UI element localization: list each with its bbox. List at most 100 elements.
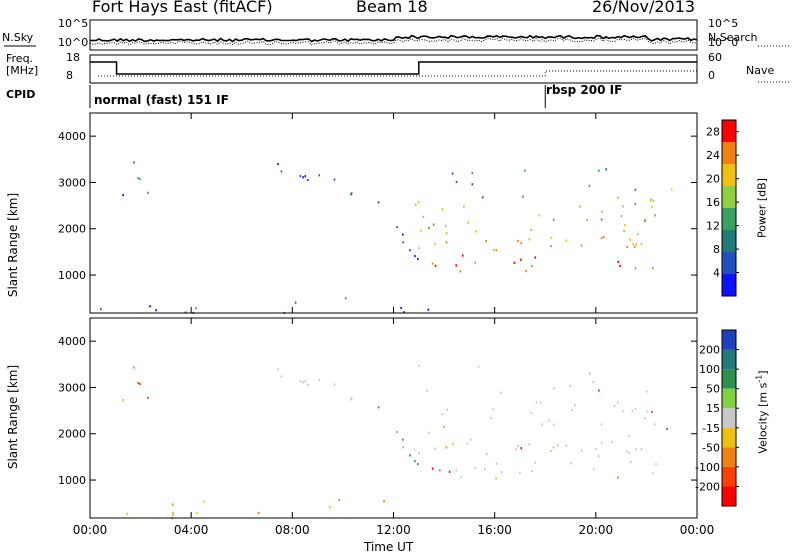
velocity-pixel (466, 442, 469, 445)
power-ytick-label: 4000 (58, 130, 86, 143)
velocity-colorbar-cell (722, 388, 736, 409)
power-pixel (603, 236, 605, 239)
power-colorbar-cell (722, 274, 736, 296)
velocity-pixel (617, 401, 619, 404)
power-pixel (481, 196, 484, 199)
velocity-pixel (318, 379, 320, 382)
velocity-pixel (490, 417, 492, 420)
velocity-pixel (396, 430, 398, 434)
power-pixel (377, 201, 380, 204)
nave-line (98, 70, 697, 77)
power-colorbar-tick-label: 20 (706, 173, 720, 186)
power-pixel (471, 171, 474, 175)
power-pixel (403, 311, 405, 314)
power-pixel (629, 238, 631, 241)
power-pixel (474, 261, 477, 264)
power-pixel (432, 223, 435, 226)
velocity-pixel (589, 372, 591, 375)
power-pixel (400, 306, 402, 310)
velocity-colorbar-cell (722, 408, 736, 428)
velocity-colorbar-cell (722, 486, 736, 506)
power-colorbar-tick-label: 12 (706, 220, 720, 233)
velocity-frame (89, 317, 698, 519)
power-pixel (552, 218, 555, 221)
time-tick-label: 00:00 (680, 523, 715, 537)
velocity-pixel (535, 401, 538, 404)
velocity-pixel (172, 512, 174, 515)
power-pixel (409, 249, 411, 252)
velocity-pixel (580, 449, 583, 452)
power-pixel (277, 163, 279, 166)
velocity-ytick-label: 1000 (58, 474, 86, 487)
time-tick-label: 08:00 (275, 523, 310, 537)
power-pixel (294, 301, 297, 304)
velocity-pixel (500, 471, 503, 474)
power-pixel (623, 229, 625, 233)
velocity-ytick-label: 4000 (58, 335, 86, 348)
power-pixel (605, 168, 607, 171)
velocity-pixel (541, 423, 544, 426)
power-pixel (485, 240, 487, 243)
velocity-pixel (565, 444, 568, 447)
velocity-pixel (651, 410, 653, 413)
velocity-pixel (629, 460, 632, 463)
power-pixel (637, 233, 639, 236)
power-pixel (588, 184, 591, 187)
power-panel (100, 161, 673, 315)
power-pixel (428, 226, 430, 229)
power-pixel (139, 177, 141, 180)
power-pixel (528, 238, 530, 241)
power-pixel (550, 236, 553, 239)
velocity-pixel (329, 506, 331, 509)
velocity-pixel (534, 461, 536, 464)
nsearch-line (89, 37, 698, 46)
power-pixel (133, 161, 135, 164)
velocity-pixel (441, 413, 444, 416)
velocity-pixel (203, 500, 205, 503)
velocity-pixel (593, 467, 595, 470)
freq-tick-bottom: 8 (66, 69, 73, 82)
power-pixel (396, 225, 398, 229)
cpid-mode-2: rbsp 200 IF (546, 83, 623, 97)
velocity-colorbar-cell (722, 330, 736, 350)
power-pixel (520, 258, 522, 261)
velocity-pixel (477, 365, 480, 368)
velocity-pixel (196, 511, 198, 514)
power-pixel (147, 191, 149, 194)
velocity-pixel (137, 382, 139, 385)
velocity-pixel (402, 438, 404, 441)
velocity-pixel (277, 368, 279, 371)
velocity-pixel (556, 444, 559, 447)
velocity-pixel (531, 469, 533, 473)
station-title: Fort Hays East (fitACF) (92, 0, 273, 16)
velocity-pixel (500, 391, 502, 394)
velocity-pixel (474, 466, 477, 469)
power-pixel (467, 221, 469, 224)
velocity-pixel (548, 419, 551, 422)
nave-tick-top: 60 (708, 51, 722, 64)
power-pixel (302, 176, 304, 179)
date-title: 26/Nov/2013 (592, 0, 696, 16)
power-pixel (431, 262, 434, 265)
velocity-pixel (299, 379, 302, 383)
power-colorbar-cell (722, 164, 736, 186)
power-pixel (344, 297, 347, 300)
freq-unit: [MHz] (6, 64, 39, 77)
power-pixel (444, 224, 447, 228)
velocity-pixel (530, 411, 532, 414)
power-pixel (531, 264, 533, 268)
power-pixel (632, 242, 634, 246)
noise-tick-top: 10^5 (58, 17, 89, 30)
beam-title: Beam 18 (356, 0, 428, 16)
power-colorbar-tick-label: 8 (713, 243, 720, 256)
velocity-pixel (484, 468, 486, 471)
power-pixel (524, 169, 526, 172)
power-pixel (601, 210, 603, 213)
velocity-pixel (307, 383, 309, 387)
power-pixel (445, 241, 448, 244)
velocity-pixel (597, 455, 600, 458)
velocity-pixel (417, 463, 419, 466)
velocity-pixel (553, 387, 555, 390)
velocity-pixel (528, 443, 530, 446)
